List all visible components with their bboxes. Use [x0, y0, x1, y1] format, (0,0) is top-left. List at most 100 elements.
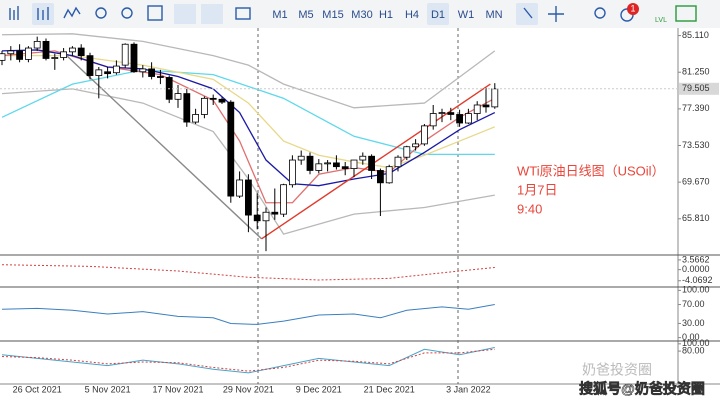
screenshot[interactable]	[235, 7, 251, 20]
candle-body	[464, 113, 472, 124]
trendline	[63, 52, 263, 240]
annotation: 9:40	[517, 201, 542, 216]
y-tick-label: 85.110	[682, 30, 709, 40]
candle-body	[482, 104, 490, 108]
candle-body	[297, 155, 305, 161]
timeframe[interactable]: M15	[322, 9, 343, 21]
timeframe[interactable]: M30	[351, 9, 372, 21]
candle-body	[69, 47, 76, 53]
candle-body	[368, 155, 376, 171]
x-tick-label: 17 Nov 2021	[152, 384, 203, 394]
timeframe[interactable]: D1	[431, 9, 445, 21]
candle-body	[104, 71, 111, 75]
candle-body	[359, 155, 367, 161]
timeframe[interactable]: M5	[298, 9, 313, 21]
candle-body	[218, 98, 226, 103]
candles-icon[interactable]	[37, 7, 49, 20]
chart-shift[interactable]	[201, 4, 223, 24]
candle-body	[174, 93, 182, 100]
candle-body	[113, 65, 120, 74]
badge-count: 1	[630, 3, 635, 13]
candle-body	[491, 88, 499, 108]
timeframe[interactable]: M1	[272, 9, 287, 21]
timeframe[interactable]: MN	[485, 9, 502, 21]
candle-body	[394, 156, 402, 168]
candle-body	[0, 53, 6, 61]
candle-body	[376, 170, 384, 184]
candle-body	[200, 97, 208, 115]
price-tag	[679, 82, 719, 95]
search-icon[interactable]	[594, 7, 606, 19]
candle-body	[16, 50, 24, 60]
x-tick-label: 21 Dec 2021	[364, 384, 415, 394]
y-tick-label: 100.00	[682, 338, 710, 348]
candle-body	[315, 163, 323, 171]
annotation: 1月7日	[517, 182, 557, 197]
candle-body	[350, 159, 358, 169]
candle-body	[86, 55, 94, 76]
bars-icon[interactable]	[9, 6, 19, 20]
wallet-icon[interactable]	[675, 5, 697, 22]
candle-body	[209, 97, 217, 100]
y-tick-label: 0.00	[682, 332, 700, 342]
toolbar: M1 M5 M15 M30 H1 H4 D1 W1 MN 1 LVL	[0, 0, 720, 28]
indicator-line	[1, 304, 495, 325]
candle-body	[385, 166, 393, 184]
watermark: 搜狐号@奶爸投资圈	[579, 381, 705, 397]
y-tick-label: -4.0692	[682, 275, 713, 285]
x-tick-label: 5 Nov 2021	[85, 384, 131, 394]
candle-body	[95, 69, 103, 76]
y-tick-label: 73.530	[682, 140, 710, 150]
candle-body	[403, 146, 411, 158]
cursor-tool[interactable]	[516, 3, 538, 25]
candle-body	[332, 162, 340, 168]
crosshair-icon[interactable]	[523, 6, 564, 22]
indicator-line	[1, 348, 495, 372]
price-label: 79.505	[682, 83, 710, 93]
candle-body	[262, 211, 270, 222]
candle-body	[227, 101, 235, 197]
candle-body	[42, 40, 50, 59]
y-tick-label: 30.00	[682, 318, 705, 328]
candle-body	[139, 68, 147, 73]
y-tick-label: 70.00	[682, 299, 705, 309]
y-tick-label: 77.390	[682, 103, 710, 113]
candle-body	[429, 113, 437, 127]
candle-body	[51, 57, 59, 59]
candle-body	[156, 76, 164, 78]
candle-body	[7, 50, 15, 55]
timeframe[interactable]: W1	[458, 9, 475, 21]
y-tick-label: 3.5662	[682, 254, 710, 264]
timeframe[interactable]: H4	[405, 9, 419, 21]
zoom-out[interactable]	[121, 7, 133, 19]
candle-body	[60, 51, 67, 58]
line-icon[interactable]	[63, 6, 81, 19]
x-tick-label: 26 Oct 2021	[13, 384, 62, 394]
candle-body	[148, 68, 156, 77]
zoom-in[interactable]	[95, 7, 107, 19]
candle-body	[456, 114, 464, 124]
autoscroll[interactable]	[174, 4, 196, 24]
candle-body	[447, 112, 455, 115]
candle-body	[420, 125, 428, 145]
candle-body	[24, 47, 32, 60]
x-tick-label: 29 Nov 2021	[223, 384, 274, 394]
candle-body	[288, 159, 296, 186]
candle-body	[306, 155, 314, 171]
toolbar-bg	[0, 0, 720, 28]
active-timeframe[interactable]	[427, 3, 449, 25]
candle-body	[244, 179, 252, 216]
candle-body	[280, 184, 288, 215]
candle-body	[253, 214, 261, 222]
candle-body	[33, 40, 41, 49]
plot-area: 85.110 81.250 77.390 73.530 69.670 65.810 26 O…	[0, 28, 720, 394]
y-tick-label: 69.670	[682, 177, 710, 187]
indicator-line	[1, 346, 495, 374]
y-tick-label: 81.250	[682, 67, 710, 77]
badge	[627, 3, 639, 15]
candle-body	[438, 112, 446, 114]
candle-body	[192, 114, 200, 123]
grid-icon[interactable]	[147, 5, 163, 21]
timeframe[interactable]: H1	[379, 9, 393, 21]
level-label: LVL	[655, 17, 667, 24]
